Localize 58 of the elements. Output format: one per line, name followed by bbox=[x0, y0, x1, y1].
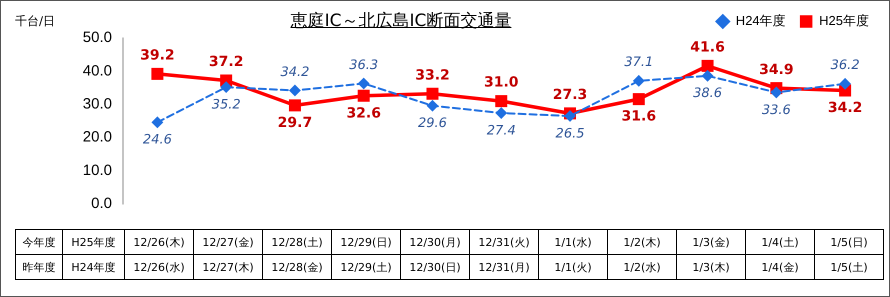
text: 今年度 bbox=[16, 230, 62, 254]
y-axis-title: 千台/日 bbox=[15, 13, 56, 30]
text: 昨年度 bbox=[16, 254, 62, 280]
data-label: 29.7 bbox=[278, 115, 312, 132]
x-tick-label: 12/31(火) bbox=[470, 230, 538, 254]
text: 1/4(金) bbox=[746, 254, 814, 280]
y-tick-label: 40.0 bbox=[82, 62, 112, 80]
legend-label: H24年度 bbox=[736, 13, 786, 28]
text: H24年度 bbox=[62, 254, 124, 280]
data-label: 34.2 bbox=[280, 64, 310, 80]
data-label: 31.6 bbox=[622, 108, 656, 125]
text: 1/5(土) bbox=[814, 254, 884, 280]
x-tick-label: 1/4(土) bbox=[746, 230, 814, 254]
text: 12/31(月) bbox=[470, 254, 538, 280]
x-tick-label: 1/5(日) bbox=[814, 230, 884, 254]
x-tick-label: 12/27(金) bbox=[194, 230, 262, 254]
data-label: 34.2 bbox=[828, 100, 862, 116]
data-label: 33.2 bbox=[415, 67, 450, 84]
data-label: 35.2 bbox=[212, 98, 241, 113]
chart-title: 恵庭IC～北広島IC断面交通量 bbox=[290, 11, 512, 31]
data-label: 38.6 bbox=[693, 86, 722, 102]
x-tick-label: 1/3(金) bbox=[676, 230, 746, 254]
data-label: 39.2 bbox=[140, 47, 175, 64]
data-label: 31.0 bbox=[484, 74, 519, 91]
y-tick-label: 10.0 bbox=[82, 162, 112, 179]
data-label: 27.3 bbox=[552, 87, 588, 104]
data-label: 34.9 bbox=[759, 62, 794, 78]
text: 12/27(木) bbox=[194, 254, 262, 280]
text: 1/3(木) bbox=[676, 254, 746, 280]
y-tick-label: 30.0 bbox=[82, 96, 112, 113]
legend-label: H25年度 bbox=[819, 13, 870, 28]
data-label: 36.2 bbox=[830, 58, 860, 74]
data-label: 33.6 bbox=[762, 102, 791, 118]
data-label: 37.2 bbox=[208, 54, 244, 70]
x-tick-label: 12/29(日) bbox=[332, 230, 400, 254]
x-tick-label: 1/1(水) bbox=[538, 230, 608, 254]
text: 12/30(日) bbox=[400, 254, 470, 280]
x-tick-label: 12/26(木) bbox=[124, 230, 194, 254]
text: H25年度 bbox=[62, 230, 124, 254]
text: 12/28(金) bbox=[262, 254, 332, 280]
y-tick-label: 0.0 bbox=[91, 195, 112, 212]
text: 1/2(水) bbox=[608, 254, 676, 280]
text: 12/29(土) bbox=[332, 254, 400, 280]
y-tick-label: 20.0 bbox=[82, 128, 112, 146]
text: 1/1(火) bbox=[538, 254, 608, 280]
data-label: 29.6 bbox=[418, 116, 447, 132]
data-label: 36.3 bbox=[349, 58, 378, 73]
x-tick-label: 12/30(月) bbox=[400, 230, 470, 254]
y-tick-label: 50.0 bbox=[82, 29, 112, 46]
data-label: 24.6 bbox=[142, 132, 172, 148]
data-label: 37.1 bbox=[624, 55, 654, 70]
x-tick-label: 12/28(土) bbox=[262, 230, 332, 254]
text: 12/26(水) bbox=[124, 254, 194, 280]
data-label: 26.5 bbox=[556, 126, 584, 142]
x-tick-label: 1/2(木) bbox=[608, 230, 676, 254]
data-label: 32.6 bbox=[346, 105, 381, 122]
data-label: 41.6 bbox=[690, 40, 725, 56]
data-label: 27.4 bbox=[486, 123, 516, 138]
